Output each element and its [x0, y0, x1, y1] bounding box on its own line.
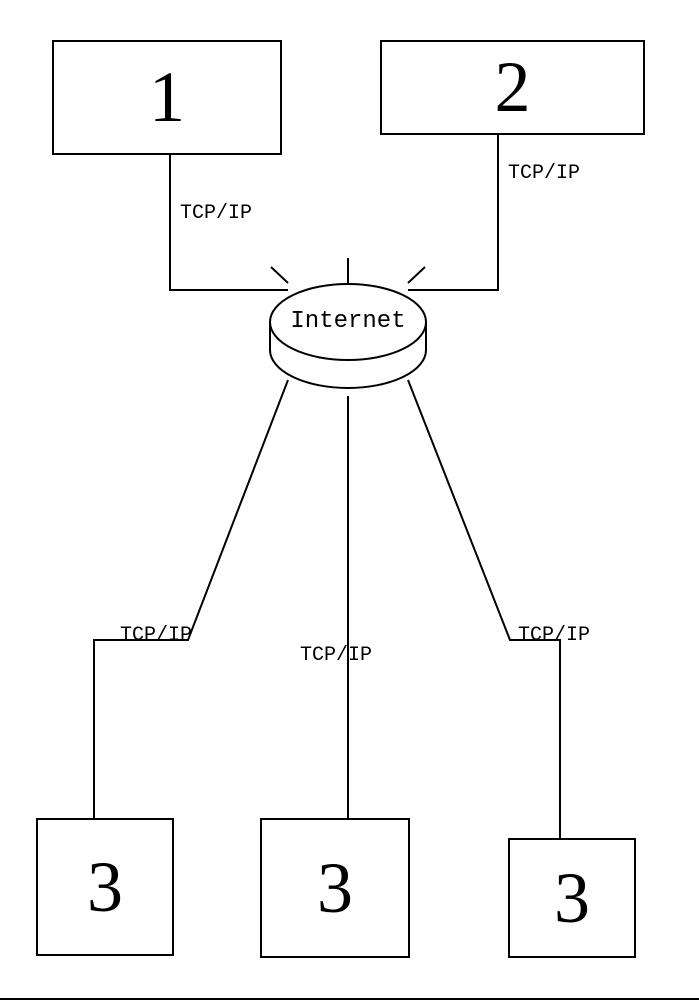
edge-label-tcpip-2: TCP/IP	[120, 624, 192, 647]
edge-label-tcpip-0: TCP/IP	[180, 202, 252, 225]
node-label-3a: 3	[87, 846, 123, 929]
node-box-3b: 3	[260, 818, 410, 958]
node-label-1: 1	[149, 56, 185, 139]
node-label-2: 2	[495, 46, 531, 129]
edge-label-tcpip-4: TCP/IP	[518, 624, 590, 647]
node-box-2: 2	[380, 40, 645, 135]
node-box-3c: 3	[508, 838, 636, 958]
node-label-3c: 3	[554, 857, 590, 940]
edge-label-tcpip-1: TCP/IP	[508, 162, 580, 185]
node-label-3b: 3	[317, 847, 353, 930]
node-box-1: 1	[52, 40, 282, 155]
diagram-canvas: 1 2 3 3 3 Internet TCP/IP TCP/IP TCP/IP …	[0, 0, 699, 1000]
node-box-3a: 3	[36, 818, 174, 956]
internet-node-label: Internet	[270, 308, 426, 335]
edge-label-tcpip-3: TCP/IP	[300, 644, 372, 667]
